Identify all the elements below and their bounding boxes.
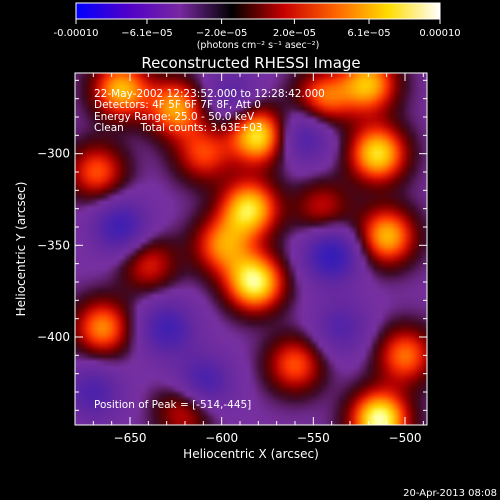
- heatmap-image: [75, 73, 427, 425]
- annotation-clean-counts: Clean Total counts: 3.63E+03: [94, 122, 263, 134]
- footer-timestamp: 20-Apr-2013 08:08: [403, 488, 497, 499]
- annotation-peak-position: Position of Peak = [-514,-445]: [94, 399, 251, 411]
- axis-ticks: −650 −600 −550 −500 −300 −350 −400: [37, 73, 427, 445]
- plot-frame: [74, 72, 428, 426]
- annotation-energy-range: Energy Range: 25.0 - 50.0 keV: [94, 111, 255, 123]
- x-tick-label: −500: [389, 431, 422, 445]
- y-axis-label: Heliocentric Y (arcsec): [14, 182, 28, 317]
- colorbar: [75, 2, 441, 20]
- colorbar-tick-label: −2.0e−05: [196, 28, 248, 39]
- colorbar-tick-label: 0.00010: [419, 28, 460, 39]
- colorbar-units-label: (photons cm⁻² s⁻¹ asec⁻²): [197, 40, 320, 51]
- colorbar-tick-label: -0.00010: [54, 28, 99, 39]
- annotation-time-range: 22-May-2002 12:23:52.000 to 12:28:42.000: [94, 88, 325, 100]
- x-tick-label: −600: [205, 431, 238, 445]
- x-tick-label: −650: [114, 431, 147, 445]
- annotation-detectors: Detectors: 4F 5F 6F 7F 8F, Att 0: [94, 99, 261, 111]
- colorbar-tick-label: −6.1e−05: [121, 28, 173, 39]
- y-tick-label: −400: [37, 330, 70, 344]
- colorbar-tick-label: 2.0e−05: [273, 28, 316, 39]
- x-axis-label: Heliocentric X (arcsec): [183, 447, 319, 461]
- y-tick-label: −300: [37, 147, 70, 161]
- colorbar-ticks: -0.00010 −6.1e−05 −2.0e−05 2.0e−05 6.1e−05 0.…: [54, 19, 461, 39]
- colorbar-tick-label: 6.1e−05: [347, 28, 390, 39]
- x-tick-label: −550: [297, 431, 330, 445]
- y-tick-label: −350: [37, 238, 70, 252]
- chart-title: Reconstructed RHESSI Image: [141, 54, 360, 72]
